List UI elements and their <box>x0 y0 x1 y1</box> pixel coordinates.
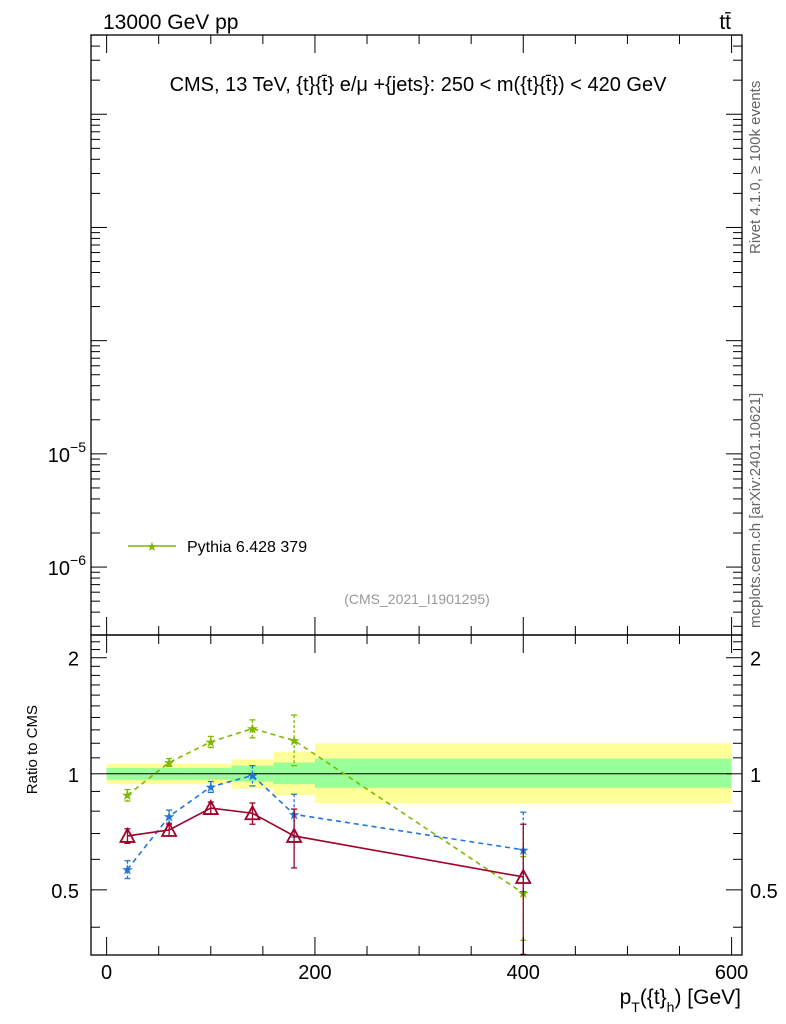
data-point <box>285 827 303 843</box>
uncertainty-bands <box>106 743 732 803</box>
x-tick-label: 200 <box>298 962 331 984</box>
ratio-y-axis: 0.5 0.5 1 1 2 2 <box>51 641 778 928</box>
data-point: ★ <box>288 732 301 748</box>
ratio-y-label: Ratio to CMS <box>24 705 41 794</box>
data-point <box>202 799 220 815</box>
ratio-x-axis: 0 200 400 600 <box>101 635 748 984</box>
data-point: ★ <box>163 808 176 824</box>
main-y-axis: 10−5 10−6 <box>48 34 742 627</box>
data-point <box>118 827 136 843</box>
data-point: ★ <box>205 779 218 795</box>
data-point <box>514 868 532 884</box>
x-tick-label: 0 <box>101 962 112 984</box>
main-x-ticks <box>106 35 733 635</box>
data-point: ★ <box>163 754 176 770</box>
ratio-y-tick-label: 0.5 <box>51 881 79 903</box>
data-point: ★ <box>205 734 218 750</box>
rivet-version-label: Rivet 4.1.0, ≥ 100k events <box>747 80 764 254</box>
mcplots-label: mcplots.cern.ch [arXiv:2401.10621] <box>747 392 764 628</box>
data-point: ★ <box>246 767 259 783</box>
process-label: tt̄ <box>719 11 731 34</box>
data-point: ★ <box>121 787 134 803</box>
legend: ★ Pythia 6.428 379 <box>128 539 307 556</box>
data-point: ★ <box>246 721 259 737</box>
data-point <box>243 804 261 821</box>
ratio-y-tick-label-right: 1 <box>750 765 761 787</box>
ratio-y-tick-label: 1 <box>68 765 79 787</box>
ratio-panel-frame <box>90 634 743 956</box>
ratio-y-tick-label-right: 2 <box>750 649 761 671</box>
main-y-tick-label: 10−6 <box>48 552 86 580</box>
analysis-id: (CMS_2021_I1901295) <box>344 591 490 607</box>
ratio-y-tick-label-right: 0.5 <box>750 881 778 903</box>
series-line <box>127 807 524 878</box>
chart-title: CMS, 13 TeV, {t}{t̄} e/μ +{jets}: 250 < … <box>170 74 668 96</box>
legend-label: Pythia 6.428 379 <box>187 539 307 556</box>
inner-band <box>314 758 732 788</box>
x-axis-label: pT({t}h) [GeV] <box>620 986 741 1015</box>
energy-label: 13000 GeV pp <box>103 11 238 34</box>
series-line <box>126 727 524 894</box>
main-y-tick-label: 10−5 <box>48 439 86 467</box>
x-tick-label: 400 <box>507 962 540 984</box>
series-line <box>126 774 524 870</box>
ratio-series: ★★★★★★★★★★★★ <box>118 714 532 956</box>
data-point: ★ <box>121 861 134 877</box>
data-point <box>160 821 178 837</box>
legend-star-marker: ★ <box>146 539 158 554</box>
ratio-y-tick-label: 2 <box>68 649 79 671</box>
x-tick-label: 600 <box>715 962 748 984</box>
